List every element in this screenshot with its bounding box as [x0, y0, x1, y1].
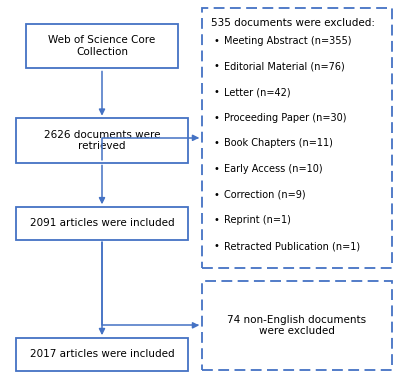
- Text: Editorial Material (n=76): Editorial Material (n=76): [224, 62, 345, 72]
- Bar: [202, 8, 392, 268]
- Text: •: •: [213, 216, 219, 226]
- Text: 535 documents were excluded:: 535 documents were excluded:: [211, 18, 375, 28]
- Text: 2626 documents were
retrieved: 2626 documents were retrieved: [44, 130, 160, 151]
- Text: •: •: [213, 87, 219, 97]
- Text: Reprint (n=1): Reprint (n=1): [224, 216, 291, 226]
- Text: Letter (n=42): Letter (n=42): [224, 87, 291, 97]
- Text: •: •: [213, 139, 219, 149]
- Text: 2017 articles were included: 2017 articles were included: [30, 349, 174, 359]
- Bar: [16, 207, 188, 239]
- Text: •: •: [213, 241, 219, 251]
- Text: Retracted Publication (n=1): Retracted Publication (n=1): [224, 241, 360, 251]
- Text: •: •: [213, 62, 219, 72]
- Text: •: •: [213, 190, 219, 200]
- Text: Early Access (n=10): Early Access (n=10): [224, 164, 323, 174]
- Text: Book Chapters (n=11): Book Chapters (n=11): [224, 139, 333, 149]
- Text: •: •: [213, 36, 219, 46]
- Bar: [16, 338, 188, 370]
- Text: Web of Science Core
Collection: Web of Science Core Collection: [48, 35, 156, 57]
- Text: •: •: [213, 113, 219, 123]
- Bar: [202, 281, 392, 370]
- Bar: [16, 119, 188, 162]
- Text: 74 non-English documents
were excluded: 74 non-English documents were excluded: [228, 315, 366, 336]
- Text: 2091 articles were included: 2091 articles were included: [30, 218, 174, 228]
- Text: Proceeding Paper (n=30): Proceeding Paper (n=30): [224, 113, 346, 123]
- Text: Meeting Abstract (n=355): Meeting Abstract (n=355): [224, 36, 352, 46]
- Bar: [26, 24, 178, 69]
- Text: •: •: [213, 164, 219, 174]
- Text: Correction (n=9): Correction (n=9): [224, 190, 306, 200]
